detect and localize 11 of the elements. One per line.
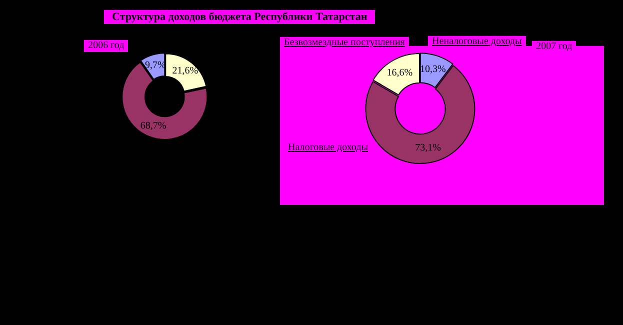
data-label: 10,3% [420, 64, 446, 75]
data-label: 68,7% [140, 120, 166, 132]
text: 2007 год [532, 41, 576, 53]
chart-subtitle: 2006 год [84, 40, 128, 52]
text: Структура доходов бюджета Республики Татарстан [104, 10, 376, 24]
data-label: 16,6% [386, 67, 413, 78]
slice-label: Неналоговые доходы [428, 36, 526, 48]
data-label: 21,6% [172, 66, 198, 77]
data-label: 73,1% [415, 142, 441, 154]
slice-label: Безвозмездные поступления [280, 37, 409, 49]
slice-label: Налоговые доходы [284, 142, 372, 154]
